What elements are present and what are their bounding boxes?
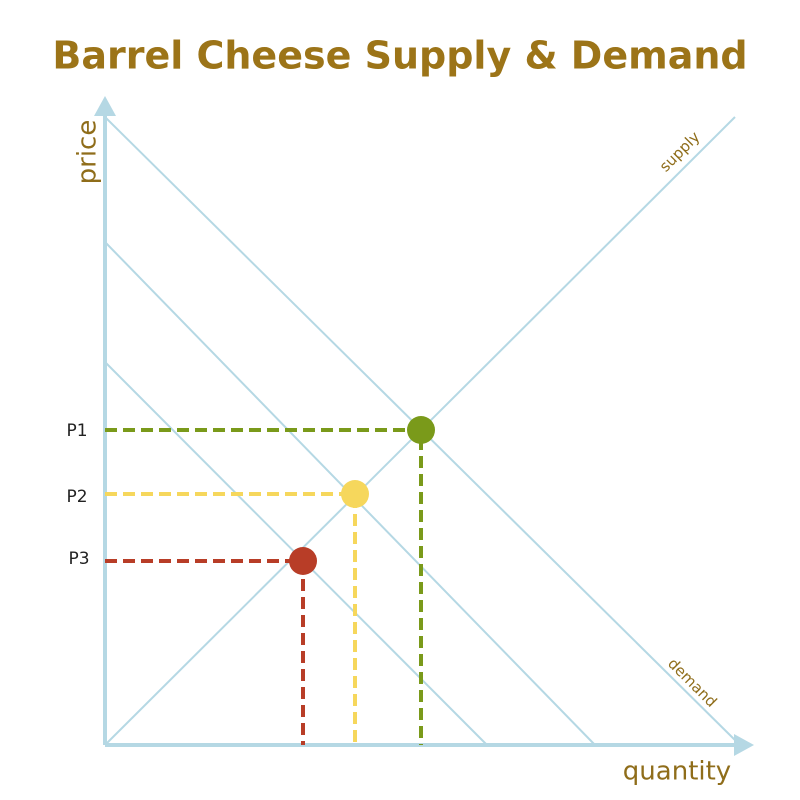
point-label: P1	[66, 421, 87, 441]
guide-p2	[105, 492, 357, 745]
supply-label: supply	[656, 128, 704, 176]
point-label: P2	[66, 487, 87, 507]
guide-p3	[105, 559, 305, 745]
x-arrow	[734, 734, 754, 756]
equilibrium-3	[289, 547, 317, 575]
point-label: P3	[68, 549, 89, 569]
axes	[94, 96, 754, 756]
equilibrium-2	[341, 480, 369, 508]
y-arrow	[94, 96, 116, 116]
demand-label: demand	[664, 655, 720, 711]
y-axis-label: price	[73, 120, 103, 185]
equilibrium-1	[407, 416, 435, 444]
title: Barrel Cheese Supply & Demand	[52, 34, 747, 78]
x-axis-label: quantity	[623, 757, 731, 787]
